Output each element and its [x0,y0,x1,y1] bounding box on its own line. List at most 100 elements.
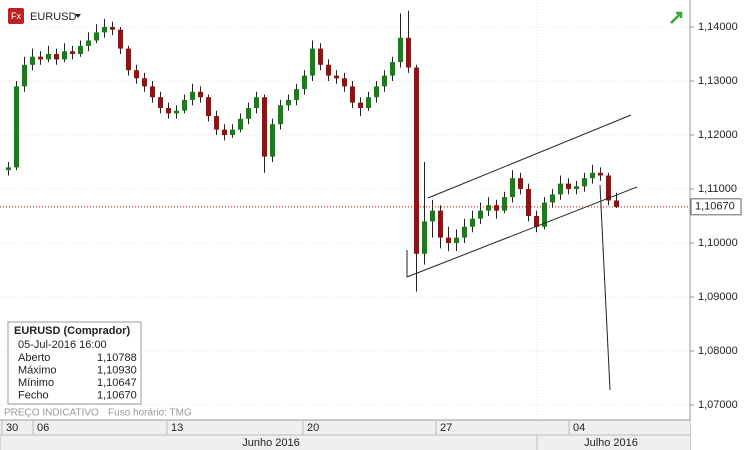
candle-body [134,70,139,79]
candle-body [118,29,123,49]
candle-body [550,194,555,203]
candle-body [102,27,107,33]
candle-body [390,62,395,76]
candle-body [590,172,595,179]
candle-body [614,200,619,207]
info-date: 05-Jul-2016 16:00 [18,339,107,351]
candle-body [582,178,587,187]
candle-body [150,86,155,98]
footer-timezone: Fuso horário: TMG [108,408,192,419]
candle-body [366,97,371,108]
info-row-label: Mínimo [18,377,54,389]
y-tick-label: 1,13000 [698,75,738,87]
candle-body [598,172,603,176]
candle-body [230,129,235,135]
candle-body [606,175,611,201]
candle-body [70,51,75,54]
candle-body [262,97,267,157]
info-row-label: Máximo [18,364,57,376]
candle-body [30,56,35,65]
footer-note: PREÇO INDICATIVO [4,408,99,419]
trend-icon [670,11,683,24]
candle-body [46,54,51,60]
candle-body [302,75,307,90]
candle-body [494,205,499,211]
y-tick-label: 1,10000 [698,237,738,249]
y-tick-label: 1,07000 [698,399,738,411]
info-row-value: 1,10930 [97,364,137,376]
month-label: Junho 2016 [242,437,300,449]
candle-body [454,237,459,243]
candle-body [342,78,347,87]
dropdown-arrow[interactable] [75,14,81,18]
candle-body [398,37,403,63]
candle-body [542,202,547,227]
candle-body [206,97,211,117]
candle-body [62,51,67,60]
day-label: 06 [37,422,49,434]
candle-body [254,97,259,108]
fx-icon-text: Fx [11,11,21,21]
candle-body [438,210,443,238]
candle-body [182,99,187,111]
candle-body [110,27,115,30]
symbol[interactable]: EURUSD [30,11,77,23]
candle-body [478,210,483,219]
candle-body [278,105,283,125]
candle-body [238,118,243,130]
info-row-value: 1,10647 [97,377,137,389]
candle-body [446,237,451,243]
fx-icon[interactable] [8,8,24,24]
candle-body [318,48,323,65]
candle-body [174,110,179,114]
candle-body [94,32,99,41]
candle-body [470,218,475,227]
candle-body [406,37,411,68]
candle-body [566,183,571,189]
candle-body [198,91,203,98]
candle-body [86,40,91,46]
candle-body [270,124,275,157]
candle-body [486,205,491,211]
info-box: EURUSD (Comprador) 05-Jul-2016 16:00 Abe… [7,321,142,405]
candle-body [286,99,291,106]
info-row-value: 1,10788 [97,352,137,364]
candle-body [382,75,387,87]
candle-body [502,197,507,211]
candle-body [142,78,147,87]
y-tick-label: 1,14000 [698,21,738,33]
candle-body [166,108,171,114]
last-price-label: 1,10670 [695,201,735,213]
candle-body [414,67,419,254]
candle-body [526,189,531,216]
y-tick-label: 1,09000 [698,291,738,303]
candle-body [326,64,331,76]
candle-body [334,75,339,79]
candle-body [350,86,355,103]
candle-body [246,108,251,119]
candle-body [534,216,539,227]
info-row-value: 1,10670 [97,389,137,401]
candle-body [22,64,27,87]
month-label: Julho 2016 [584,437,638,449]
candle-body [190,91,195,100]
candle-body [422,221,427,254]
day-label: 27 [440,422,452,434]
candle-body [358,102,363,108]
candle-body [158,97,163,108]
candle-body [54,54,59,60]
candle-body [374,86,379,98]
candle-body [14,86,19,168]
candle-body [510,178,515,198]
candle-body [38,56,43,60]
day-label: 30 [6,422,18,434]
candle-body [518,178,523,189]
candle-body [222,129,227,135]
info-title: EURUSD (Comprador) [14,325,130,337]
candle-body [574,186,579,189]
day-label: 20 [307,422,319,434]
candle-body [6,167,11,171]
candle-body [294,89,299,100]
trend-lines [406,114,638,391]
